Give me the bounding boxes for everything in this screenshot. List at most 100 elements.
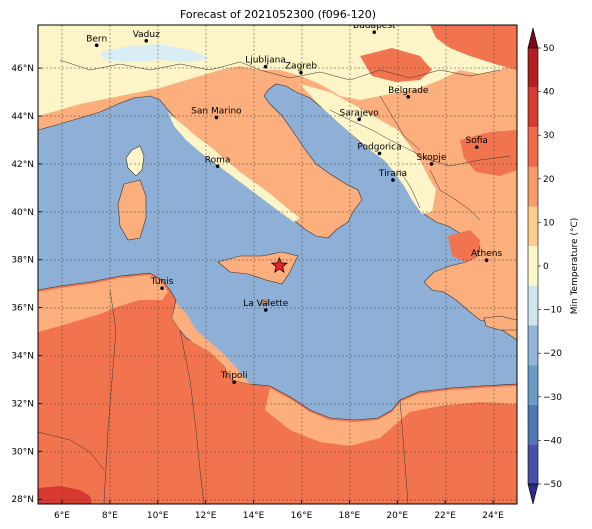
- colorbar-tick-label: −20: [543, 349, 562, 359]
- city-dot: [232, 380, 236, 384]
- colorbar-label: Min Temperature (°C): [570, 218, 580, 315]
- city-label: Sofia: [466, 136, 488, 146]
- lon-tick-label: 20°E: [386, 511, 408, 521]
- lat-tick-label: 30°N: [11, 447, 34, 457]
- east-warm-patch: [430, 25, 517, 70]
- colorbar-max-arrow: [527, 27, 539, 49]
- hungary-warm-patch: [360, 48, 432, 82]
- city-dot: [144, 39, 149, 43]
- city-dot: [299, 70, 303, 75]
- corsica: [125, 145, 145, 177]
- lat-tick-label: 34°N: [11, 352, 34, 362]
- romania-warm-patch: [460, 130, 517, 176]
- city-dot: [215, 164, 220, 169]
- colorbar-tick-label: 30: [543, 131, 555, 141]
- lon-tick-label: 18°E: [339, 511, 361, 521]
- lon-tick-label: 14°E: [243, 511, 265, 521]
- city-dot: [377, 151, 382, 156]
- hot-core-southwest: [38, 486, 92, 504]
- colorbar-tick-label: 40: [543, 88, 555, 98]
- lat-tick-label: 46°N: [11, 64, 34, 74]
- city-dot: [484, 258, 489, 262]
- city-dot: [263, 64, 268, 69]
- colorbar-tick-label: 0: [543, 262, 549, 272]
- city-dot: [372, 30, 377, 34]
- red-star-marker: [270, 256, 288, 274]
- lat-tick-label: 36°N: [11, 304, 34, 314]
- city-label: Skopje: [417, 153, 447, 163]
- lat-tick-label: 40°N: [11, 208, 34, 218]
- lon-tick-label: 6°E: [54, 511, 70, 521]
- city-dot: [406, 95, 411, 99]
- city-dot: [263, 308, 268, 312]
- lon-tick-label: 24°E: [482, 511, 504, 521]
- colorbar-band: [528, 206, 538, 247]
- colorbar-band: [528, 127, 538, 167]
- city-dot: [429, 162, 434, 166]
- colorbar-tick-label: −30: [543, 393, 562, 403]
- colorbar-tick-label: 10: [543, 218, 555, 228]
- colorbar-band: [528, 285, 538, 326]
- city-label: Roma: [205, 155, 231, 165]
- city-label: Podgorica: [357, 142, 401, 152]
- city-label: Vaduz: [133, 30, 160, 40]
- balkan-cool-band: [300, 84, 436, 214]
- lon-tick-label: 8°E: [102, 511, 118, 521]
- colorbar-tick-label: −10: [543, 306, 562, 316]
- colorbar-tick-label: −50: [543, 480, 562, 490]
- city-label: San Marino: [191, 106, 242, 116]
- colorbar: 50 40 30 20 10 0 −10 −20 −30 −40 −50: [527, 27, 562, 505]
- figure-title: Forecast of 2021052300 (f096-120): [180, 8, 376, 21]
- colorbar-band: [528, 48, 538, 88]
- colorbar-band: [528, 444, 538, 484]
- colorbar-tick-label: −40: [543, 436, 562, 446]
- alpine-cold-pocket: [100, 44, 210, 62]
- colorbar-band: [528, 87, 538, 128]
- city-label: Tirana: [378, 169, 407, 179]
- latitude-ticks: 46°N 44°N 42°N 40°N 38°N 36°N 34°N 32°N 30°N 28°N: [11, 64, 42, 505]
- colorbar-tick-label: 20: [543, 175, 555, 185]
- colorbar-min-arrow: [527, 483, 539, 505]
- colorbar-tick-label: 50: [543, 44, 555, 54]
- city-label: Tripoli: [220, 371, 248, 381]
- colorbar-band: [528, 325, 538, 366]
- city-dot: [357, 117, 361, 122]
- city-dot: [391, 178, 395, 182]
- apennine-cool-band: [168, 112, 300, 222]
- crete: [483, 315, 517, 331]
- city-label: Tunis: [150, 277, 174, 287]
- city-dot: [474, 145, 479, 149]
- lat-tick-label: 28°N: [11, 495, 34, 505]
- colorbar-band: [528, 404, 538, 445]
- lat-tick-label: 38°N: [11, 256, 34, 266]
- city-label: La Valette: [243, 299, 288, 309]
- city-label: Belgrade: [388, 86, 429, 96]
- lon-tick-label: 22°E: [434, 511, 456, 521]
- libya-coastal-band: [265, 386, 517, 446]
- lat-tick-label: 32°N: [11, 399, 34, 409]
- city-label: Bern: [86, 34, 107, 44]
- city-label: Ljubljana: [245, 56, 286, 66]
- map-frame: [37, 24, 518, 505]
- colorbar-band: [528, 246, 538, 286]
- longitude-ticks: 6°E 8°E 10°E 12°E 14°E 16°E 18°E 20°E 22°E 24°E: [54, 500, 504, 521]
- city-label: Zagreb: [285, 62, 317, 72]
- colorbar-band: [528, 166, 538, 207]
- lon-tick-label: 10°E: [147, 511, 169, 521]
- greece-warm-patch: [448, 230, 480, 262]
- city-dot: [160, 286, 164, 291]
- lat-tick-label: 42°N: [11, 160, 34, 170]
- city-dot: [214, 115, 219, 120]
- colorbar-band: [528, 365, 538, 405]
- sardinia: [117, 179, 147, 241]
- city-label: Athens: [471, 249, 502, 259]
- africa-coastal-band-2: [172, 302, 250, 384]
- lon-tick-label: 16°E: [291, 511, 313, 521]
- city-label: Sarajevo: [340, 108, 380, 118]
- city-label: Budapest: [353, 21, 396, 31]
- city-dot: [94, 43, 99, 48]
- lon-tick-label: 12°E: [195, 511, 217, 521]
